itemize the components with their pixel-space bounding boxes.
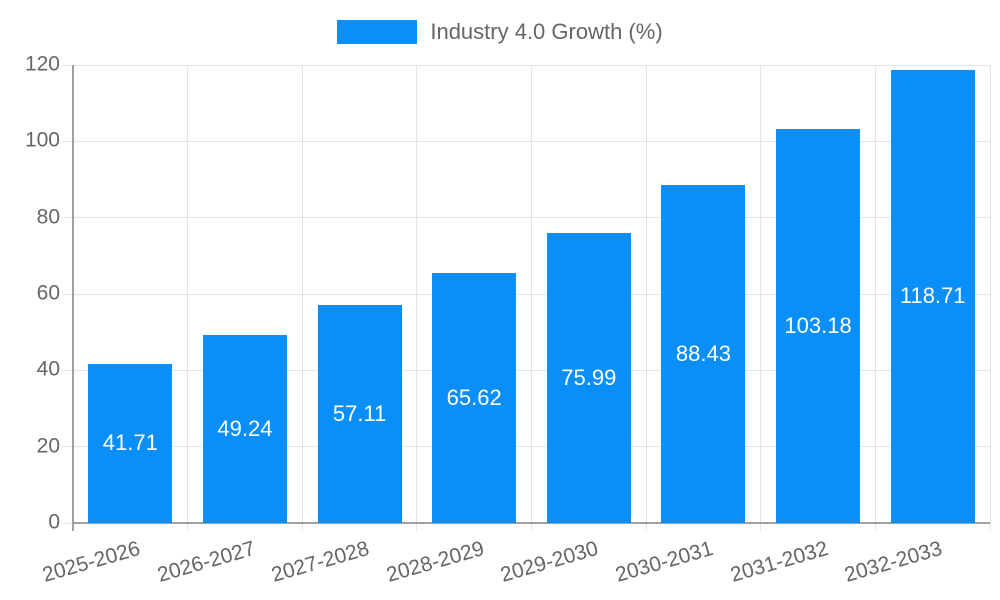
bar-2028-2029[interactable]: 65.62 xyxy=(432,272,517,523)
bar-2030-2031[interactable]: 88.43 xyxy=(661,185,746,523)
y-axis-tick-label: 40 xyxy=(36,357,60,381)
y-axis-tick-label: 20 xyxy=(36,434,60,458)
x-axis-tick-label: 2032-2033 xyxy=(842,537,946,587)
x-gridline xyxy=(874,65,876,531)
legend-label: Industry 4.0 Growth (%) xyxy=(430,19,663,44)
x-gridline xyxy=(301,65,303,531)
bar-value-label: 57.11 xyxy=(332,401,387,426)
bar-value-label: 49.24 xyxy=(217,416,273,442)
y-gridline xyxy=(62,140,990,142)
legend[interactable]: Industry 4.0 Growth (%) xyxy=(0,20,1000,44)
x-axis-tick-label: 2027-2028 xyxy=(269,537,372,587)
y-axis-line xyxy=(72,65,74,531)
y-axis-tick-label: 100 xyxy=(24,128,60,152)
x-gridline xyxy=(187,65,189,531)
y-gridline xyxy=(62,293,990,295)
bar-value-label: 65.62 xyxy=(446,384,502,410)
y-axis-tick-label: 0 xyxy=(48,510,60,534)
x-gridline xyxy=(760,65,762,531)
bar-2031-2032[interactable]: 103.18 xyxy=(776,129,861,523)
bar-2025-2026[interactable]: 41.71 xyxy=(88,363,173,523)
x-gridline xyxy=(645,65,647,531)
y-axis-tick-label: 120 xyxy=(24,52,60,76)
bar-value-label: 88.43 xyxy=(675,341,731,367)
bar-value-label: 118.71 xyxy=(899,283,966,309)
y-axis-tick-label: 60 xyxy=(36,281,60,305)
y-gridline xyxy=(62,446,990,448)
x-axis-tick-label: 2030-2031 xyxy=(612,537,716,587)
bar-value-label: 103.18 xyxy=(784,313,852,339)
x-axis-tick-label: 2026-2027 xyxy=(154,537,258,587)
bar-2026-2027[interactable]: 49.24 xyxy=(202,335,287,523)
y-gridline xyxy=(62,217,990,219)
x-axis-tick-label: 2031-2032 xyxy=(727,537,831,587)
x-axis-tick-label: 2025-2026 xyxy=(39,537,143,587)
bar-value-label: 41.71 xyxy=(102,430,158,456)
x-axis-tick-label: 2028-2029 xyxy=(383,537,487,587)
y-axis-tick-label: 80 xyxy=(36,205,60,229)
bar-2032-2033[interactable]: 118.71 xyxy=(890,69,975,523)
legend-swatch xyxy=(337,20,418,44)
bar-2029-2030[interactable]: 75.99 xyxy=(546,232,631,523)
x-gridline xyxy=(531,65,532,531)
y-gridline xyxy=(62,64,990,66)
bar-value-label: 75.99 xyxy=(561,364,617,390)
x-axis-line xyxy=(72,522,990,524)
x-gridline xyxy=(989,65,991,531)
x-axis-tick-label: 2029-2030 xyxy=(498,537,602,587)
bar-2027-2028[interactable]: 57.11 xyxy=(317,305,402,523)
x-gridline xyxy=(416,65,418,531)
y-gridline xyxy=(62,369,990,371)
